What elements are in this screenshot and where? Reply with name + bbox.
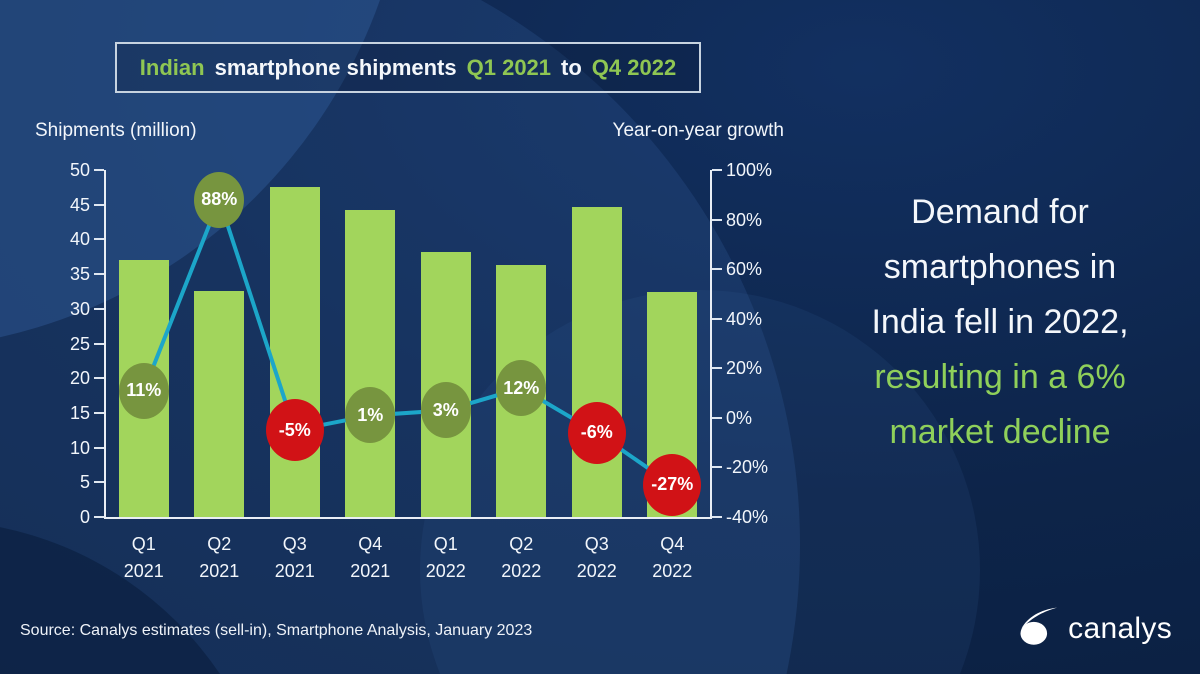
- x-axis-label: Q2 2022: [483, 531, 559, 585]
- x-axis-label: Q1 2021: [106, 531, 182, 585]
- growth-marker-negative: -27%: [643, 453, 702, 516]
- title-segment: to: [561, 54, 582, 80]
- right-axis-tick-label: 80%: [726, 209, 763, 230]
- canalys-logo-icon: [1015, 604, 1059, 653]
- canalys-logo: canalys: [1015, 604, 1172, 653]
- right-axis-tick: [712, 317, 722, 320]
- x-axis-label-year: 2021: [350, 561, 391, 581]
- left-axis-tick-label: 10: [69, 437, 90, 458]
- x-axis-label-quarter: Q1: [433, 534, 458, 554]
- title-segment: Q1 2021: [466, 54, 552, 80]
- right-axis-tick-label: 40%: [726, 308, 763, 329]
- x-axis-label-quarter: Q4: [358, 534, 383, 554]
- title-segment: Q4 2022: [591, 54, 677, 80]
- x-axis-label-year: 2021: [199, 561, 240, 581]
- x-axis-label-quarter: Q2: [509, 534, 534, 554]
- shipments-bar: [269, 187, 320, 517]
- left-axis-tick-label: 35: [69, 264, 90, 285]
- right-axis-tick: [712, 516, 722, 518]
- left-axis-tick-label: 30: [69, 298, 90, 319]
- headline-line: resulting in a 6%: [874, 358, 1126, 396]
- left-axis-tick-label: 0: [79, 507, 90, 527]
- left-axis-tick: [94, 411, 104, 414]
- right-axis-tick-label: 100%: [726, 160, 773, 180]
- x-axis-label: Q4 2022: [634, 531, 710, 585]
- x-axis-label-year: 2022: [652, 561, 693, 581]
- x-axis-label-year: 2021: [274, 561, 315, 581]
- growth-line: [141, 197, 675, 487]
- x-axis-label-quarter: Q1: [131, 534, 156, 554]
- left-axis-tick-label: 45: [69, 194, 90, 215]
- headline-line: Demand for: [911, 193, 1089, 231]
- x-axis-label: Q2 2021: [181, 531, 257, 585]
- right-axis-tick: [712, 218, 722, 221]
- x-axis-label: Q3 2021: [257, 531, 333, 585]
- left-axis-tick: [94, 481, 104, 484]
- chart-title-box: Indian smartphone shipments Q1 2021 to Q4 20…: [115, 42, 701, 93]
- shipments-bar: [194, 290, 245, 517]
- x-axis-label-year: 2021: [123, 561, 164, 581]
- x-axis-label-quarter: Q4: [660, 534, 685, 554]
- left-axis-tick: [94, 516, 104, 518]
- growth-marker-negative: -5%: [265, 399, 324, 462]
- growth-marker-positive: 3%: [420, 382, 471, 439]
- x-axis-label: Q4 2021: [332, 531, 408, 585]
- left-axis-tick: [94, 446, 104, 449]
- right-axis-tick-label: 20%: [726, 358, 763, 379]
- source-note: Source: Canalys estimates (sell-in), Sma…: [20, 622, 533, 639]
- x-axis-label-quarter: Q3: [282, 534, 307, 554]
- x-axis-label: Q3 2022: [559, 531, 635, 585]
- left-axis-tick-label: 15: [69, 402, 90, 423]
- shipments-bar: [345, 209, 396, 517]
- x-axis-label: Q1 2022: [408, 531, 484, 585]
- title-segment: Indian: [139, 54, 205, 80]
- x-axis-label-quarter: Q2: [207, 534, 232, 554]
- title-segment: smartphone shipments: [214, 54, 457, 80]
- x-axis-label-quarter: Q3: [584, 534, 609, 554]
- x-axis-label-year: 2022: [425, 561, 466, 581]
- right-axis-title: Year-on-year growth: [612, 120, 784, 141]
- growth-marker-positive: 88%: [194, 171, 245, 228]
- left-axis-tick-label: 5: [79, 472, 90, 493]
- left-axis-tick-label: 50: [69, 160, 90, 180]
- right-axis-tick: [712, 268, 722, 271]
- right-axis-tick: [712, 169, 722, 171]
- right-axis-tick-label: -40%: [726, 507, 769, 527]
- left-axis-tick: [94, 169, 104, 171]
- left-axis-tick: [94, 307, 104, 310]
- right-axis-tick-label: -20%: [726, 457, 769, 478]
- right-axis-tick: [712, 466, 722, 469]
- left-axis-tick: [94, 273, 104, 276]
- growth-marker-positive: 1%: [345, 387, 396, 444]
- right-axis-tick: [712, 416, 722, 419]
- headline-line: smartphones in: [883, 248, 1117, 286]
- canalys-logo-text: canalys: [1068, 611, 1172, 645]
- headline-panel: Demand for smartphones in India fell in 20…: [818, 185, 1182, 460]
- left-axis-tick-label: 40: [69, 229, 90, 250]
- left-axis-tick: [94, 203, 104, 206]
- left-axis-title: Shipments (million): [35, 120, 197, 141]
- x-axis-label-year: 2022: [501, 561, 542, 581]
- right-axis-tick: [712, 367, 722, 370]
- plot-area: 50 45 40 35 30 25 20 15 10 5 0 100% 80% 60% 40% 20% 0% -2…: [70, 160, 772, 581]
- growth-marker-positive: 11%: [118, 362, 169, 419]
- left-axis-tick: [94, 342, 104, 345]
- headline-line: market decline: [889, 413, 1111, 451]
- growth-marker-positive: 12%: [496, 360, 547, 417]
- left-axis-tick: [94, 238, 104, 241]
- x-axis-label-year: 2022: [576, 561, 617, 581]
- right-axis-tick-label: 60%: [726, 259, 763, 280]
- headline-line: India fell in 2022,: [871, 303, 1129, 341]
- right-axis-tick-label: 0%: [726, 407, 753, 428]
- shipments-bar: [571, 207, 622, 517]
- left-axis-tick: [94, 377, 104, 380]
- growth-marker-negative: -6%: [567, 401, 626, 464]
- left-axis-tick-label: 20: [69, 368, 90, 389]
- left-axis-tick-label: 25: [69, 333, 90, 354]
